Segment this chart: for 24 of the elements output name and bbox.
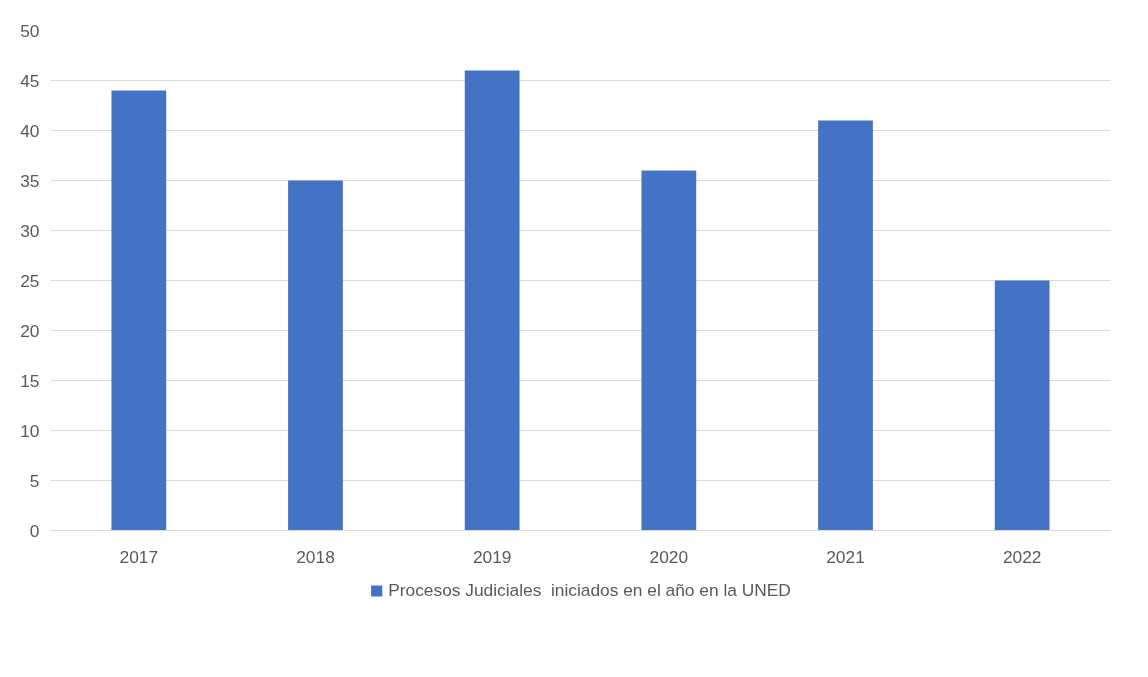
- bar: [994, 280, 1050, 531]
- x-tick-label: 2019: [472, 546, 512, 567]
- y-tick-label: 10: [20, 420, 40, 441]
- y-tick-label: 30: [20, 220, 40, 241]
- legend-label: Procesos Judiciales iniciados en el año en la UNED: [388, 579, 791, 601]
- bar: [111, 90, 167, 531]
- y-tick-label: 40: [20, 120, 40, 141]
- x-tick-label: 2020: [649, 546, 689, 567]
- y-tick-label: 25: [20, 270, 40, 291]
- y-tick-label: 5: [29, 470, 40, 491]
- y-tick-label: 0: [29, 520, 40, 541]
- y-tick-label: 35: [20, 170, 40, 191]
- bar: [641, 170, 697, 531]
- x-tick-label: 2017: [119, 546, 159, 567]
- y-tick-label: 50: [20, 20, 40, 41]
- bar: [288, 180, 343, 531]
- y-tick-label: 20: [20, 320, 40, 341]
- x-tick-label: 2022: [1002, 546, 1042, 567]
- bar: [818, 120, 873, 531]
- x-tick-label: 2018: [296, 546, 335, 567]
- x-tick-label: 2021: [826, 546, 865, 567]
- y-tick-label: 15: [20, 370, 40, 391]
- y-tick-label: 45: [20, 70, 40, 91]
- bar: [464, 70, 520, 531]
